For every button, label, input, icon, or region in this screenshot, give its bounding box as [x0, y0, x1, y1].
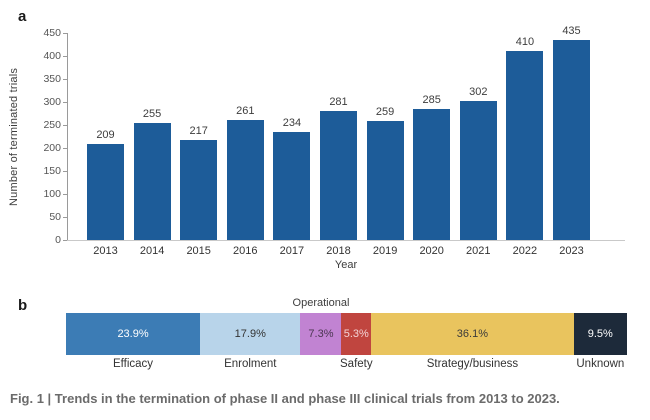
- segment-label-enrolment: Enrolment: [224, 358, 277, 370]
- bar-2018: [320, 111, 357, 240]
- y-tick-label: 50: [49, 211, 61, 223]
- bar-value-label: 281: [329, 96, 348, 108]
- stacked-bar-labels-below: Efficacy Enrolment Safety Strategy/business…: [66, 358, 627, 372]
- x-axis-title: Year: [334, 259, 358, 271]
- bar-2019: [366, 121, 404, 240]
- bar-value-label: 234: [282, 117, 302, 129]
- y-axis-line: [67, 33, 68, 240]
- bar-value-label: 285: [422, 94, 441, 106]
- bar-2014: [133, 123, 171, 240]
- terminated-trials-bar-chart: 0 50 100 150 200 250 300 350 400 450 209 2013 255 201…: [43, 25, 625, 257]
- bar-2015: [180, 140, 218, 240]
- segment-safety: 5.3%: [341, 313, 372, 355]
- x-tick-label: 2021: [466, 245, 491, 257]
- bar-value-label: 261: [236, 105, 255, 117]
- bar-value-label: 255: [142, 108, 162, 120]
- bar-value-label: 410: [515, 36, 535, 48]
- bar-2017: [273, 132, 311, 240]
- panel-b-label: b: [18, 297, 28, 314]
- y-tick-label: 450: [43, 27, 61, 39]
- x-tick-label: 2014: [139, 245, 165, 257]
- bar-2013: [87, 144, 124, 240]
- bar-2016: [226, 120, 264, 240]
- y-tick-label: 200: [43, 142, 61, 154]
- y-tick-label: 300: [43, 96, 61, 108]
- x-tick-label: 2020: [419, 245, 444, 257]
- bar-value-label: 302: [469, 86, 488, 98]
- segment-label-unknown: Unknown: [576, 358, 625, 370]
- segment-label-strategy-business: Strategy/business: [426, 358, 519, 370]
- x-axis-line: [67, 240, 625, 241]
- figure-caption: Fig. 1 | Trends in the termination of ph…: [10, 391, 560, 406]
- y-tick-label: 100: [43, 188, 61, 200]
- bar-value-label: 259: [375, 106, 395, 118]
- y-tick-label: 150: [43, 165, 61, 177]
- y-tick-mark: [63, 79, 67, 80]
- y-tick-label: 350: [43, 73, 61, 85]
- segment-label-efficacy: Efficacy: [113, 358, 154, 370]
- x-tick-label: 2017: [279, 245, 305, 257]
- x-tick-label: 2013: [93, 245, 118, 257]
- bar-value-label: 435: [562, 25, 581, 37]
- y-tick-mark: [63, 33, 67, 34]
- x-tick-label: 2022: [512, 245, 538, 257]
- stacked-bar-labels-above: Operational: [66, 297, 627, 310]
- segment-operational: 7.3%: [300, 313, 342, 355]
- y-axis-title: Number of terminated trials: [8, 67, 20, 206]
- bar-value-label: 217: [189, 125, 208, 137]
- segment-enrolment: 17.9%: [200, 313, 301, 355]
- bar-2021: [459, 101, 497, 240]
- segment-label-operational: Operational: [292, 297, 350, 309]
- segment-unknown: 9.5%: [573, 313, 627, 355]
- x-tick-label: 2015: [186, 245, 211, 257]
- y-tick-mark: [63, 240, 67, 241]
- y-tick-mark: [63, 194, 67, 195]
- segment-strategy-business: 36.1%: [371, 313, 574, 355]
- termination-reason-stacked-bar: 23.9% 17.9% 7.3% 5.3% 36.1% 9.5%: [66, 313, 627, 355]
- y-tick-label: 250: [43, 119, 61, 131]
- bar-value-label: 209: [96, 129, 115, 141]
- panel-a-label: a: [18, 8, 27, 25]
- x-tick-label: 2019: [372, 245, 398, 257]
- y-tick-mark: [63, 217, 67, 218]
- x-tick-label: 2016: [233, 245, 258, 257]
- x-tick-label: 2023: [559, 245, 584, 257]
- y-tick-mark: [63, 102, 67, 103]
- bar-2023: [553, 40, 590, 240]
- y-tick-label: 400: [43, 50, 61, 62]
- y-tick-label: 0: [55, 234, 61, 246]
- y-tick-mark: [63, 125, 67, 126]
- x-tick-label: 2018: [326, 245, 351, 257]
- segment-efficacy: 23.9%: [66, 313, 201, 355]
- bar-2022: [506, 51, 544, 240]
- bar-2020: [413, 109, 451, 240]
- y-tick-mark: [63, 56, 67, 57]
- y-tick-mark: [63, 171, 67, 172]
- y-tick-mark: [63, 148, 67, 149]
- segment-label-safety: Safety: [340, 358, 373, 370]
